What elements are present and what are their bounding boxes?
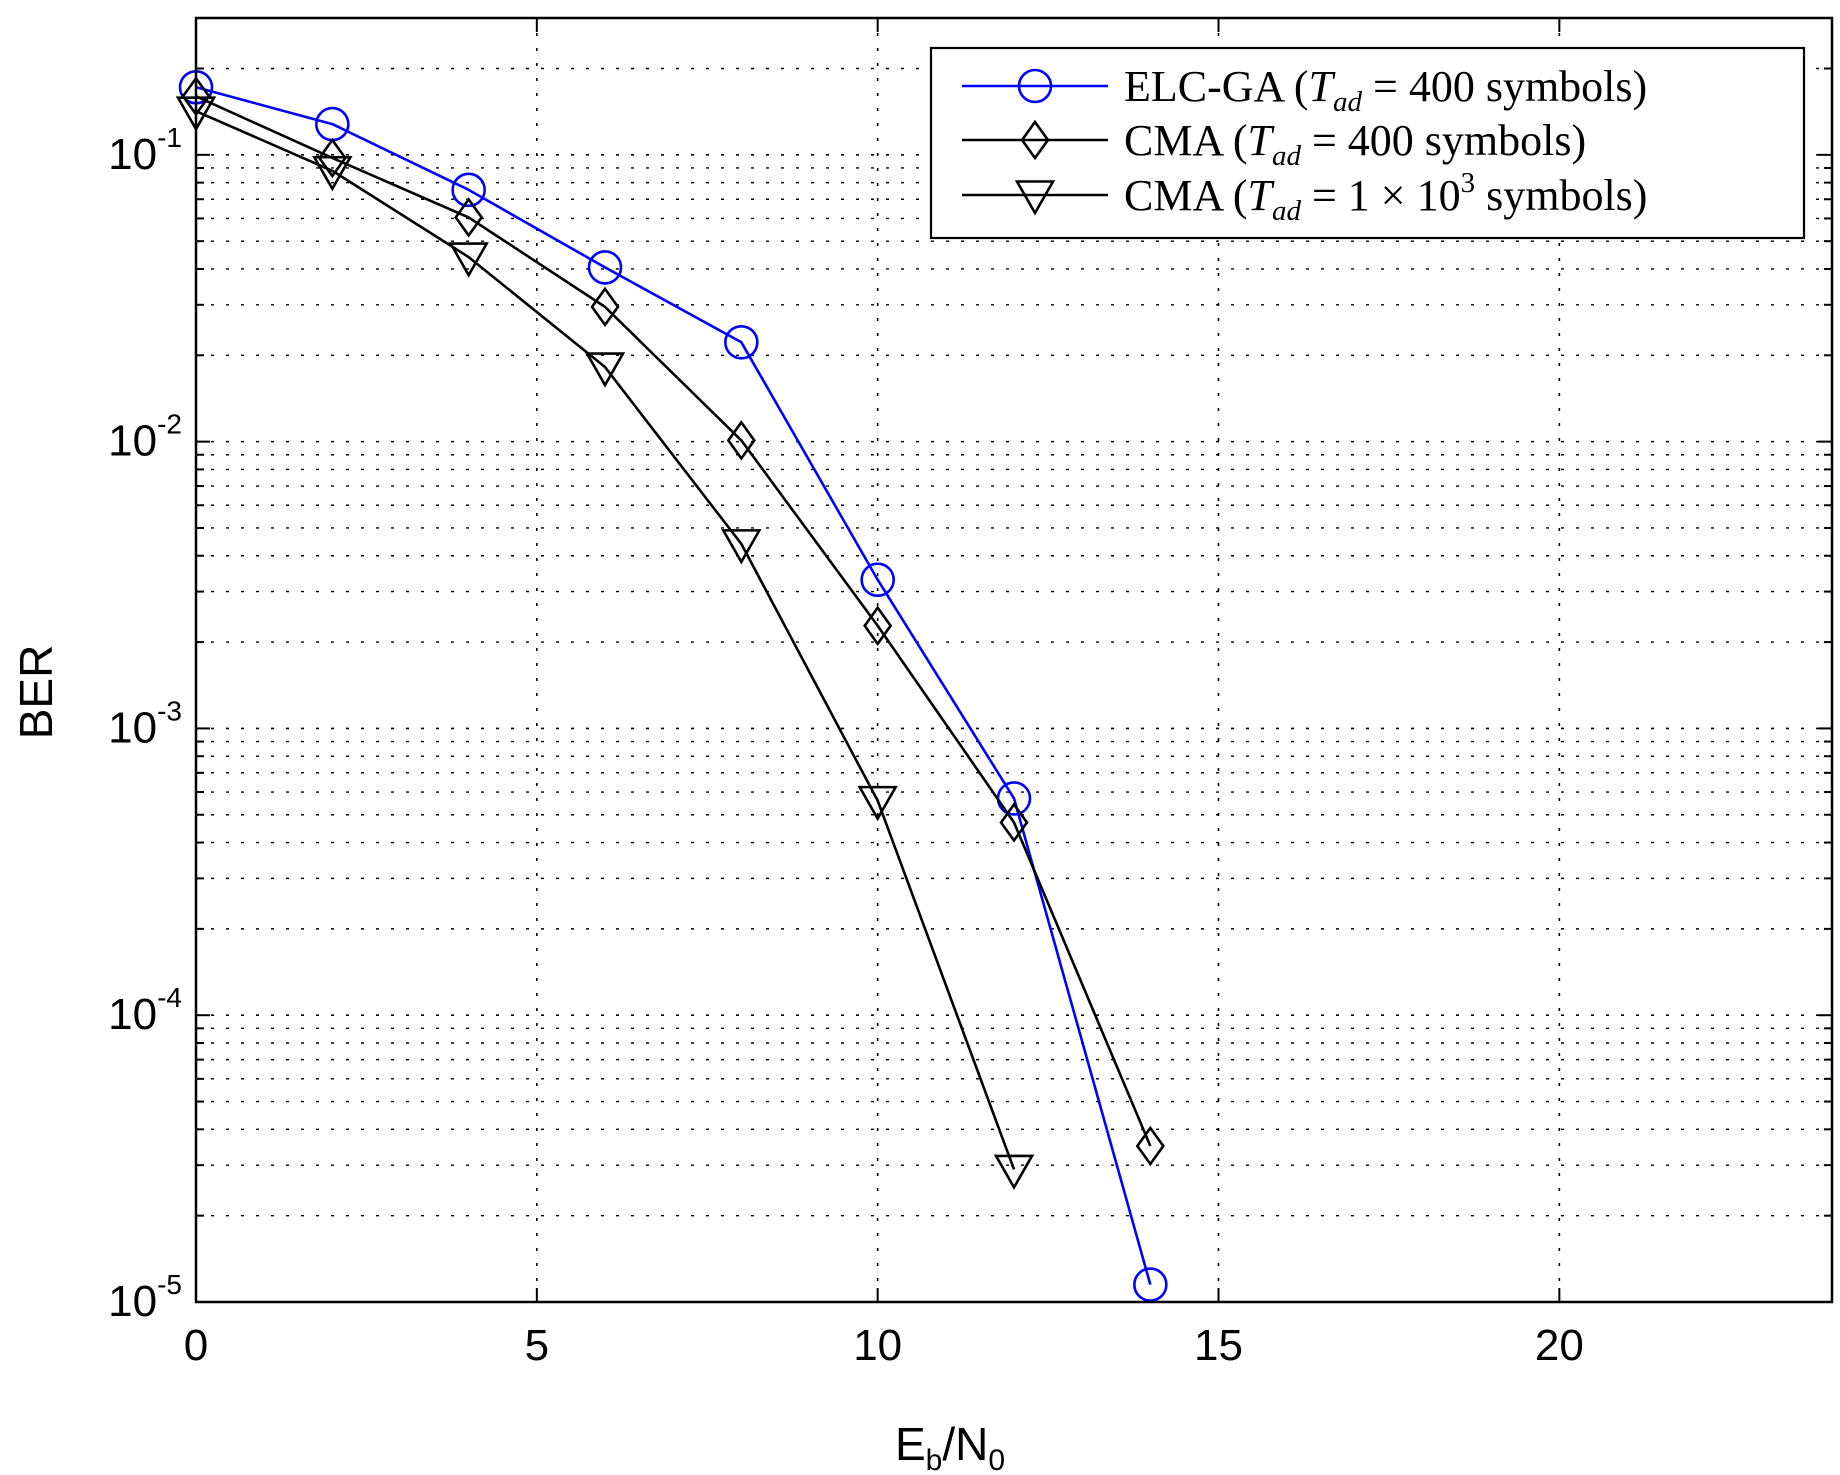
y-axis-label: BER [10,645,62,740]
legend-marker [1017,68,1053,104]
y-tick-exponent: -3 [157,695,182,726]
y-tick-base: 10 [108,990,157,1039]
y-tick-label: 10-1 [108,122,182,179]
data-point [448,242,489,278]
data-point [860,562,895,598]
data-point [317,137,347,179]
y-tick-exponent: -4 [157,982,182,1013]
legend-prefix: CMA ( [1124,171,1247,220]
legend-prefix: ELC-GA ( [1124,62,1309,111]
data-point [857,785,898,822]
legend-subscript: ad [1272,140,1302,172]
series-1 [178,69,1168,1302]
x-tick-label: 5 [525,1321,549,1370]
series-line [195,86,1152,1285]
legend-subscript: ad [1333,86,1363,118]
data-point [1133,1267,1168,1302]
legend-label: ELC-GA (Tad = 400 symbols) [1124,62,1647,118]
legend-marker [1020,119,1050,161]
data-point [721,529,762,565]
legend-prefix: CMA ( [1124,116,1247,165]
data-point [590,286,620,328]
legend-entry: ELC-GA (Tad = 400 symbols) [962,62,1647,118]
legend-entry: CMA (Tad = 400 symbols) [962,116,1586,172]
series-layer [175,69,1168,1302]
legend-box [929,46,1806,240]
y-tick-base: 10 [108,417,157,466]
data-point [451,172,486,208]
y-tick-label: 10-3 [108,695,182,752]
y-tick-label: 10-4 [108,982,182,1039]
plot-frame [194,16,1834,1304]
x-tick-labels: 0 5 10 15 20 [184,1321,1584,1370]
y-tick-labels: 10-110-210-310-410-5 [108,122,182,1326]
y-tick-label: 10-5 [108,1269,182,1326]
data-point [1135,1125,1165,1167]
data-point [993,1154,1035,1191]
legend-subscript: ad [1272,195,1302,227]
series-2 [181,76,1165,1167]
series-line [195,109,1016,1170]
x-tick-label: 0 [184,1321,208,1370]
x-tick-label: 15 [1194,1321,1243,1370]
legend-tail: symbols) [1475,171,1647,220]
data-point [454,197,484,238]
data-point [726,420,756,461]
y-tick-base: 10 [108,1277,157,1326]
legend-rest: = 400 symbols) [1301,116,1586,165]
legend-marker [1014,180,1056,216]
legend-var: T [1247,116,1275,165]
series-3 [175,96,1035,1191]
y-tick-base: 10 [108,130,157,179]
x-tick-label: 10 [853,1321,902,1370]
series-line [195,95,1152,1147]
legend-label: CMA (Tad = 1 × 103 symbols) [1124,167,1647,227]
data-point [724,324,759,360]
y-tick-label: 10-2 [108,409,182,466]
legend-entry: CMA (Tad = 1 × 103 symbols) [962,167,1647,227]
data-point [587,250,623,285]
x-axis-label: Eb/N0 [895,1418,1005,1475]
legend-rest: = 400 symbols) [1362,62,1647,111]
data-point [312,155,353,192]
data-point [999,802,1029,843]
legend-rest: = 1 × 10 [1301,171,1461,220]
legend: ELC-GA (Tad = 400 symbols)CMA (Tad = 400… [929,46,1806,240]
legend-label: CMA (Tad = 400 symbols) [1124,116,1586,172]
y-tick-exponent: -5 [157,1269,182,1300]
legend-var: T [1309,62,1337,111]
y-tick-base: 10 [108,703,157,752]
legend-superscript: 3 [1461,167,1476,199]
legend-var: T [1247,171,1275,220]
data-point [584,352,626,388]
y-tick-exponent: -1 [157,122,182,153]
x-tick-label: 20 [1535,1321,1584,1370]
y-tick-exponent: -2 [157,409,182,440]
data-point [863,605,893,646]
